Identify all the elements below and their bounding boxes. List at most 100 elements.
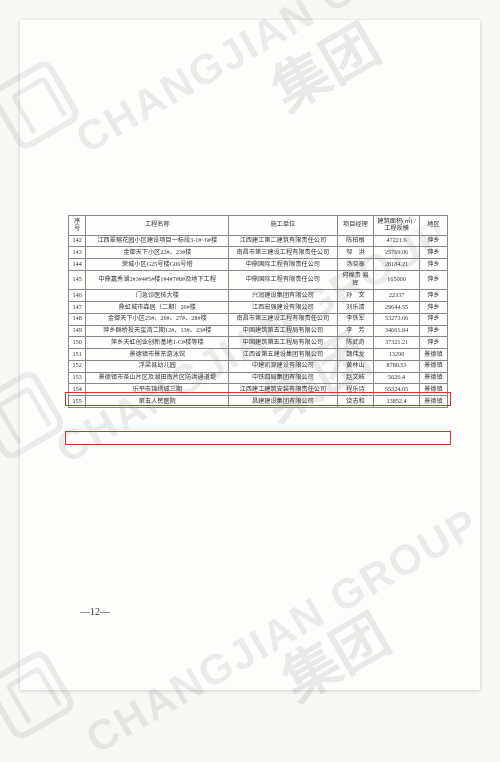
table-row: 153景德镇市茶山片区及湖田南片区防洪通道堤中铁四局集团有限公司赵文岐5626.… <box>69 372 448 384</box>
watermark-logo <box>0 367 68 463</box>
table-row: 146门急诊医技大楼兴润建设集团有限公司孙 文22337萍乡 <box>69 290 448 302</box>
table-cell-idx: 154 <box>69 384 86 396</box>
table-row: 143金御天下小区22#、23#楼南昌市第三建设工程有限责任公司邬 洪25769… <box>69 247 448 259</box>
table-cell-reg: 景德镇 <box>419 384 447 396</box>
table-cell-name: 景德镇市景东游泳馆 <box>86 349 229 361</box>
page-number: —12— <box>80 607 110 618</box>
table-cell-unit: 中鼎国际工程有限责任公司 <box>229 270 337 290</box>
col-header-area: 建筑面积(㎡) /工程规模 <box>374 216 419 236</box>
table-cell-area: 37321.21 <box>374 337 419 349</box>
table-cell-name: 中鼎嘉秀湖2#3#4#5#楼1#4#7#8#及地下工程 <box>86 270 229 290</box>
table-cell-reg: 萍乡 <box>419 337 447 349</box>
col-header-unit: 施工单位 <box>229 216 337 236</box>
table-cell-unit: 昌建建设集团有限公司 <box>229 396 337 408</box>
table-header-row: 序号 工程名称 施工单位 项目经理 建筑面积(㎡) /工程规模 地区 <box>69 216 448 236</box>
table-cell-unit: 江西建工第二建筑有限责任公司 <box>229 235 337 247</box>
table-cell-idx: 144 <box>69 259 86 271</box>
table-cell-area: 25769.06 <box>374 247 419 259</box>
table-cell-mgr: 孙 文 <box>337 290 374 302</box>
table-cell-name: 门急诊医技大楼 <box>86 290 229 302</box>
table-cell-name: 金御天下小区25#、26#、27#、28#楼 <box>86 313 229 325</box>
table-cell-area: 47221.6 <box>374 235 419 247</box>
table-cell-reg: 景德镇 <box>419 372 447 384</box>
data-table: 序号 工程名称 施工单位 项目经理 建筑面积(㎡) /工程规模 地区 142江西… <box>68 215 448 408</box>
table-cell-idx: 148 <box>69 313 86 325</box>
table-cell-mgr: 邬 洪 <box>337 247 374 259</box>
table-cell-mgr: 魏伟龙 <box>337 349 374 361</box>
table-cell-idx: 152 <box>69 360 86 372</box>
table-cell-reg: 萍乡 <box>419 290 447 302</box>
table-cell-name: 荣城小区G25号楼G06号塔 <box>86 259 229 271</box>
table-cell-idx: 151 <box>69 349 86 361</box>
table-cell-idx: 142 <box>69 235 86 247</box>
table-cell-name: 金御天下小区22#、23#楼 <box>86 247 229 259</box>
table-cell-reg: 萍乡 <box>419 313 447 325</box>
table-cell-mgr: 饶志和 <box>337 396 374 408</box>
table-row: 150萍乡天虹创业创新基地1-C#楼等楼中国建筑第五工程局有限公司陈武奇3732… <box>69 337 448 349</box>
table-cell-idx: 143 <box>69 247 86 259</box>
table-cell-name: 乐平市锦绣城三期 <box>86 384 229 396</box>
table-cell-mgr: 陈武奇 <box>337 337 374 349</box>
table-cell-name: 第五人民医院 <box>86 396 229 408</box>
table-cell-mgr: 程乐诗 <box>337 384 374 396</box>
document-page: CHANGJIAN GROUP 集团 CHANGJIAN GROUP 集团 CH… <box>20 20 480 690</box>
col-header-reg: 地区 <box>419 216 447 236</box>
table-cell-area: 5626.4 <box>374 372 419 384</box>
table-cell-area: 34661.84 <box>374 325 419 337</box>
table-cell-area: 22337 <box>374 290 419 302</box>
table-cell-reg: 萍乡 <box>419 259 447 271</box>
table-cell-area: 28184.21 <box>374 259 419 271</box>
watermark-cn: 集团 <box>264 16 389 120</box>
table-cell-idx: 145 <box>69 270 86 290</box>
table-cell-area: 8780.53 <box>374 360 419 372</box>
table-cell-unit: 江西建工建筑安装有限责任公司 <box>229 384 337 396</box>
watermark-en: CHANGJIAN GROUP <box>79 501 486 760</box>
table-body: 142江西翠榕花园小区建设项目一标段3-1#~6#楼江西建工第二建筑有限责任公司… <box>69 235 448 407</box>
table-cell-area: 55324.05 <box>374 384 419 396</box>
table-row: 149萍乡群桥投天玺湾二期12#、13#、23#楼中国建筑第五工程局有限公司李 … <box>69 325 448 337</box>
table-cell-name: 萍乡群桥投天玺湾二期12#、13#、23#楼 <box>86 325 229 337</box>
table-cell-name: 浮梁县幼儿园 <box>86 360 229 372</box>
table-cell-name: 萍乡天虹创业创新基地1-C#楼等楼 <box>86 337 229 349</box>
table-cell-area: 13852.4 <box>374 396 419 408</box>
table-cell-mgr: 陈柏根 <box>337 235 374 247</box>
table-cell-name: 鼎虹城市森居（二期）26#楼 <box>86 302 229 314</box>
table-cell-mgr: 赵文岐 <box>337 372 374 384</box>
table-cell-reg: 萍乡 <box>419 270 447 290</box>
table-cell-idx: 150 <box>69 337 86 349</box>
table-cell-idx: 153 <box>69 372 86 384</box>
table-cell-area: 53273.66 <box>374 313 419 325</box>
table-cell-reg: 景德镇 <box>419 360 447 372</box>
watermark-en: CHANGJIAN GROUP <box>69 0 476 161</box>
table-cell-idx: 146 <box>69 290 86 302</box>
table-cell-unit: 中国建筑第五工程局有限公司 <box>229 337 337 349</box>
col-header-mgr: 项目经理 <box>337 216 374 236</box>
table-cell-idx: 155 <box>69 396 86 408</box>
table-cell-reg: 萍乡 <box>419 302 447 314</box>
table-cell-unit: 中铁四局集团有限公司 <box>229 372 337 384</box>
table-cell-unit: 南昌市第三建设工程有限责任公司 <box>229 313 337 325</box>
watermark-logo <box>0 647 78 743</box>
table-row: 148金御天下小区25#、26#、27#、28#楼南昌市第三建设工程有限责任公司… <box>69 313 448 325</box>
table-cell-idx: 149 <box>69 325 86 337</box>
table-cell-name: 景德镇市茶山片区及湖田南片区防洪通道堤 <box>86 372 229 384</box>
watermark-logo <box>0 57 83 153</box>
data-table-wrap: 序号 工程名称 施工单位 项目经理 建筑面积(㎡) /工程规模 地区 142江西… <box>68 215 448 408</box>
table-cell-mgr: 刘乐清 <box>337 302 374 314</box>
table-cell-area: 165000 <box>374 270 419 290</box>
highlight-row-155 <box>65 431 451 445</box>
col-header-index: 序号 <box>69 216 86 236</box>
table-cell-mgr: 汤晓泰 <box>337 259 374 271</box>
table-cell-mgr: 李铁军 <box>337 313 374 325</box>
table-cell-reg: 萍乡 <box>419 247 447 259</box>
table-cell-unit: 中鼎国际工程有限责任公司 <box>229 259 337 271</box>
table-cell-name: 江西翠榕花园小区建设项目一标段3-1#~6#楼 <box>86 235 229 247</box>
table-cell-reg: 景德镇 <box>419 349 447 361</box>
table-cell-area: 29644.55 <box>374 302 419 314</box>
table-cell-unit: 南昌市第三建设工程有限责任公司 <box>229 247 337 259</box>
table-cell-mgr: 何棉贵 易 辉 <box>337 270 374 290</box>
table-cell-mgr: 李 芳 <box>337 325 374 337</box>
table-cell-unit: 中建凯源建设有限公司 <box>229 360 337 372</box>
watermark-cn: 集团 <box>274 606 399 710</box>
table-cell-unit: 中国建筑第五工程局有限公司 <box>229 325 337 337</box>
